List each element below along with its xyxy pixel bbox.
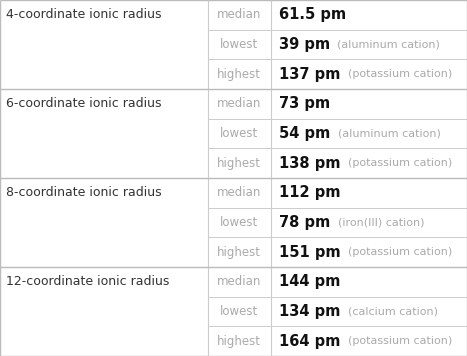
Text: 73 pm: 73 pm (279, 96, 330, 111)
Text: 39 pm: 39 pm (279, 37, 330, 52)
Text: (aluminum cation): (aluminum cation) (337, 40, 440, 49)
Text: (aluminum cation): (aluminum cation) (338, 129, 440, 138)
Text: lowest: lowest (220, 127, 258, 140)
Text: median: median (217, 275, 262, 288)
Text: 54 pm: 54 pm (279, 126, 331, 141)
Text: highest: highest (217, 68, 262, 81)
Text: 112 pm: 112 pm (279, 185, 341, 200)
Text: median: median (217, 8, 262, 21)
Text: 8-coordinate ionic radius: 8-coordinate ionic radius (6, 186, 161, 199)
Text: lowest: lowest (220, 38, 258, 51)
Text: highest: highest (217, 246, 262, 259)
Text: lowest: lowest (220, 216, 258, 229)
Text: 4-coordinate ionic radius: 4-coordinate ionic radius (6, 8, 161, 21)
Text: 134 pm: 134 pm (279, 304, 340, 319)
Text: (potassium cation): (potassium cation) (348, 247, 452, 257)
Text: 61.5 pm: 61.5 pm (279, 7, 347, 22)
Text: 151 pm: 151 pm (279, 245, 341, 260)
Text: 6-coordinate ionic radius: 6-coordinate ionic radius (6, 97, 161, 110)
Text: (potassium cation): (potassium cation) (347, 69, 452, 79)
Text: median: median (217, 186, 262, 199)
Text: highest: highest (217, 335, 262, 348)
Text: 138 pm: 138 pm (279, 156, 341, 171)
Text: (calcium cation): (calcium cation) (347, 307, 438, 316)
Text: 144 pm: 144 pm (279, 274, 340, 289)
Text: 12-coordinate ionic radius: 12-coordinate ionic radius (6, 275, 169, 288)
Text: 164 pm: 164 pm (279, 334, 340, 349)
Text: lowest: lowest (220, 305, 258, 318)
Text: highest: highest (217, 157, 262, 170)
Text: (potassium cation): (potassium cation) (347, 336, 452, 346)
Text: (iron(III) cation): (iron(III) cation) (338, 218, 424, 227)
Text: 137 pm: 137 pm (279, 67, 340, 82)
Text: 78 pm: 78 pm (279, 215, 331, 230)
Text: (potassium cation): (potassium cation) (348, 158, 452, 168)
Text: median: median (217, 97, 262, 110)
